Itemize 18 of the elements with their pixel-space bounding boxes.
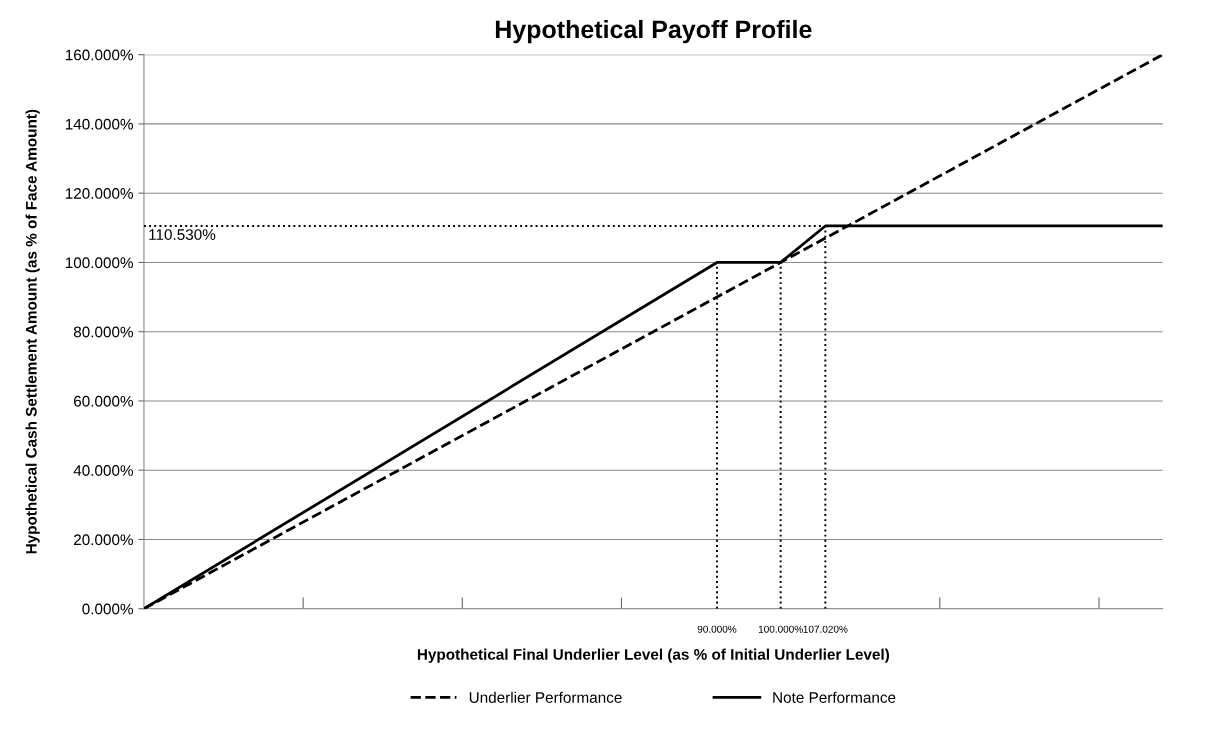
x-tick-label: 100.000%: [758, 625, 803, 633]
y-tick-label: 0.000%: [82, 603, 133, 615]
legend-label: Underlier Performance: [469, 691, 622, 703]
y-tick-label: 100.000%: [65, 257, 133, 269]
y-tick-label: 60.000%: [74, 395, 133, 407]
y-axis-title: Hypothetical Cash Settlement Amount (as % of Face Amount): [25, 109, 40, 554]
x-axis-title: Hypothetical Final Underlier Level (as % of Initial Underlier Level): [417, 648, 890, 663]
legend-label: Note Performance: [773, 691, 896, 703]
x-tick-label: 107.020%: [803, 625, 848, 633]
chart-title: Hypothetical Payoff Profile: [495, 19, 812, 44]
y-tick-label: 120.000%: [65, 188, 133, 199]
y-tick-label: 140.000%: [65, 118, 133, 130]
y-tick-label: 20.000%: [74, 534, 133, 546]
x-tick-label: 90.000%: [697, 625, 737, 633]
y-tick-label: 160.000%: [65, 49, 133, 61]
y-tick-label: 80.000%: [73, 326, 133, 338]
y-tick-label: 40.000%: [73, 465, 133, 476]
annotation: 110.530%: [149, 229, 216, 240]
